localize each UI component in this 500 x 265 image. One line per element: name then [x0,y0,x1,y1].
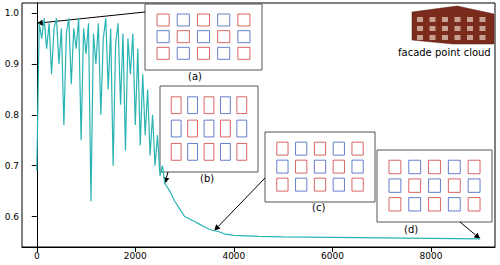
svg-text:0.9: 0.9 [5,59,20,69]
svg-text:2000: 2000 [124,251,147,261]
svg-text:(c): (c) [312,202,325,213]
svg-text:0.6: 0.6 [5,212,20,222]
svg-text:(d): (d) [404,224,418,235]
svg-text:8000: 8000 [419,251,442,261]
svg-text:0.7: 0.7 [5,161,19,171]
svg-text:4000: 4000 [222,251,245,261]
svg-text:(a): (a) [188,71,202,82]
svg-text:6000: 6000 [321,251,344,261]
svg-text:1.0: 1.0 [5,8,20,18]
svg-text:facade point cloud: facade point cloud [398,47,491,58]
svg-text:(b): (b) [200,173,214,184]
svg-text:0: 0 [34,251,40,261]
svg-text:0.8: 0.8 [5,110,20,120]
